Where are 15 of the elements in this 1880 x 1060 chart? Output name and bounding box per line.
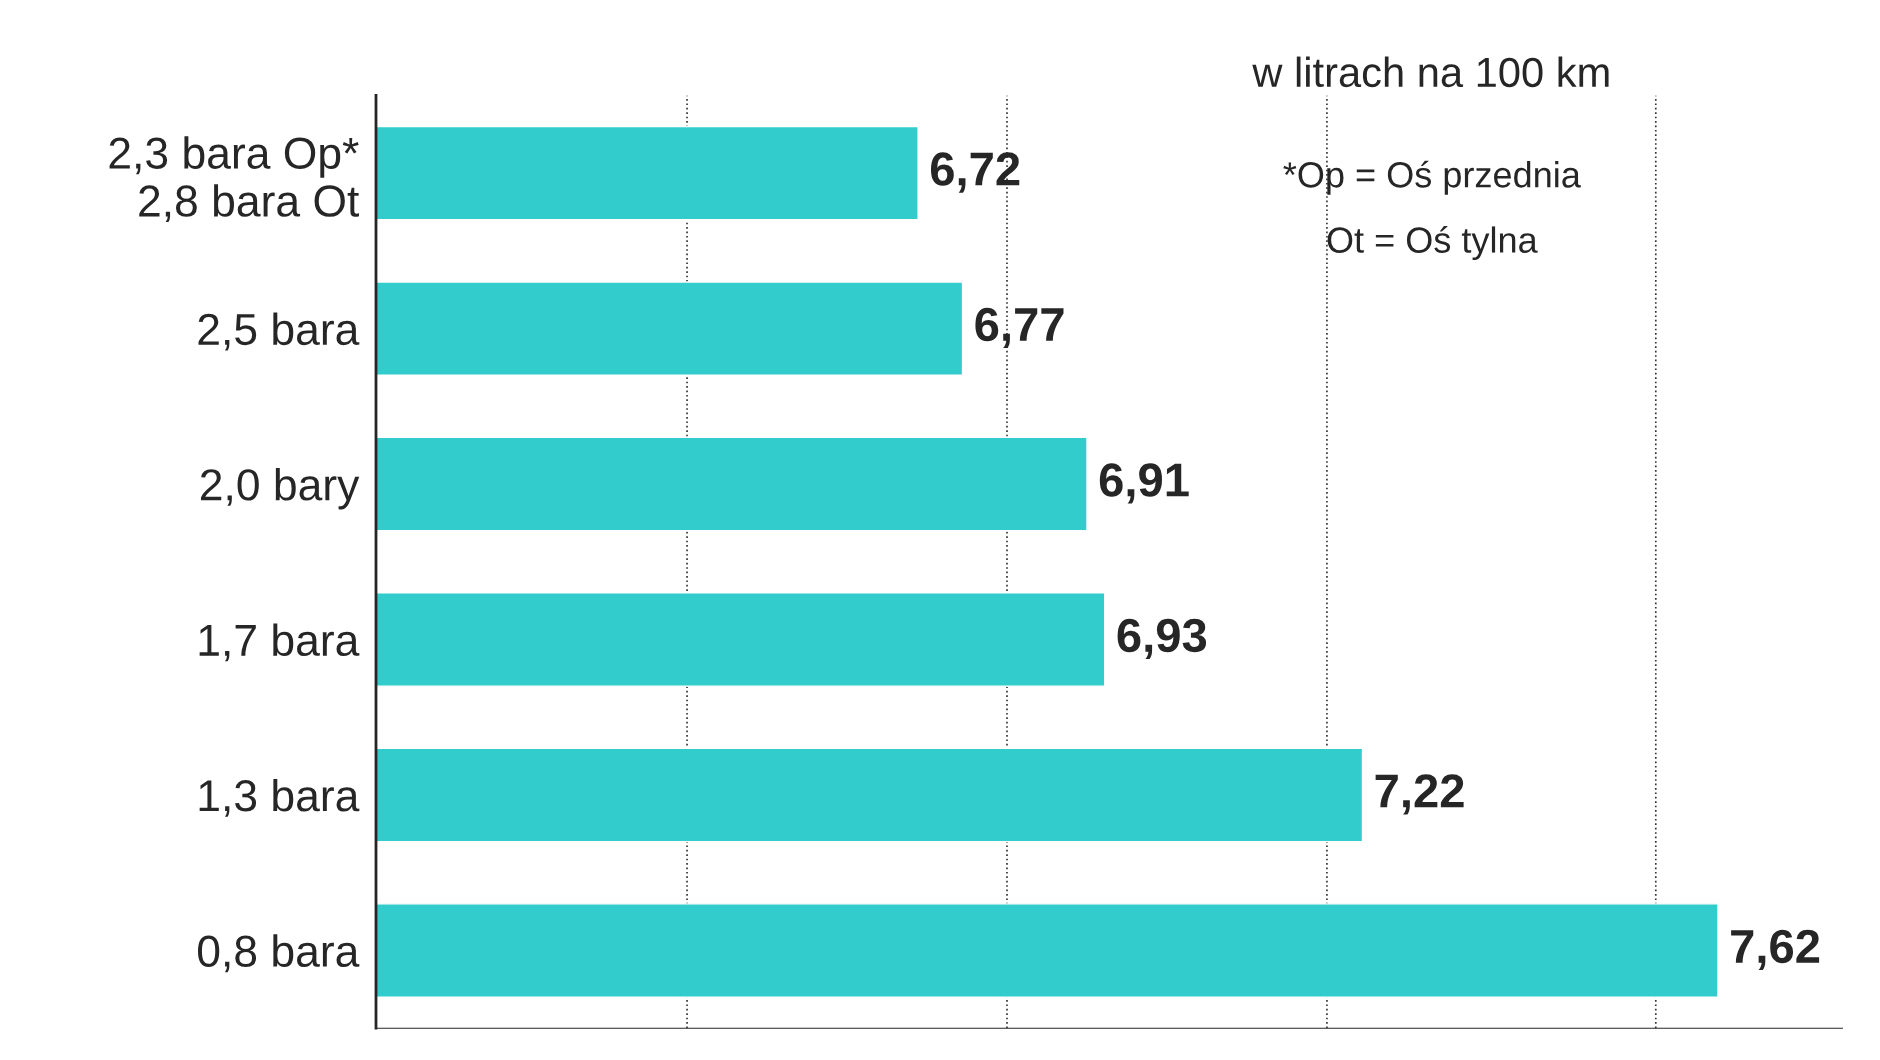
y-tick-label: 0,8 bara [198, 934, 360, 973]
annotation: *Op = Oś przednia [1283, 160, 1581, 195]
data-label: 6,77 [975, 307, 1064, 349]
y-tick-label: 1,3 bara [199, 778, 360, 817]
y-tick-label: 1,7 bara [199, 623, 360, 662]
y-tick-label: 2,5 bara [198, 312, 360, 351]
y-tick-label: 2,3 bara Op* 2,8 bara Ot [109, 136, 360, 223]
chart-subtitle: w litrach na 100 km [1252, 56, 1609, 88]
data-label: 7,22 [1375, 774, 1464, 815]
data-label: 6,93 [1117, 618, 1207, 660]
annotation: Ot = Oś tylna [1327, 225, 1538, 261]
data-label: 7,62 [1731, 929, 1820, 970]
data-label: 6,72 [930, 152, 1020, 193]
y-tick-label: 2,0 bary [200, 467, 360, 510]
data-label: 6,91 [1099, 463, 1189, 504]
